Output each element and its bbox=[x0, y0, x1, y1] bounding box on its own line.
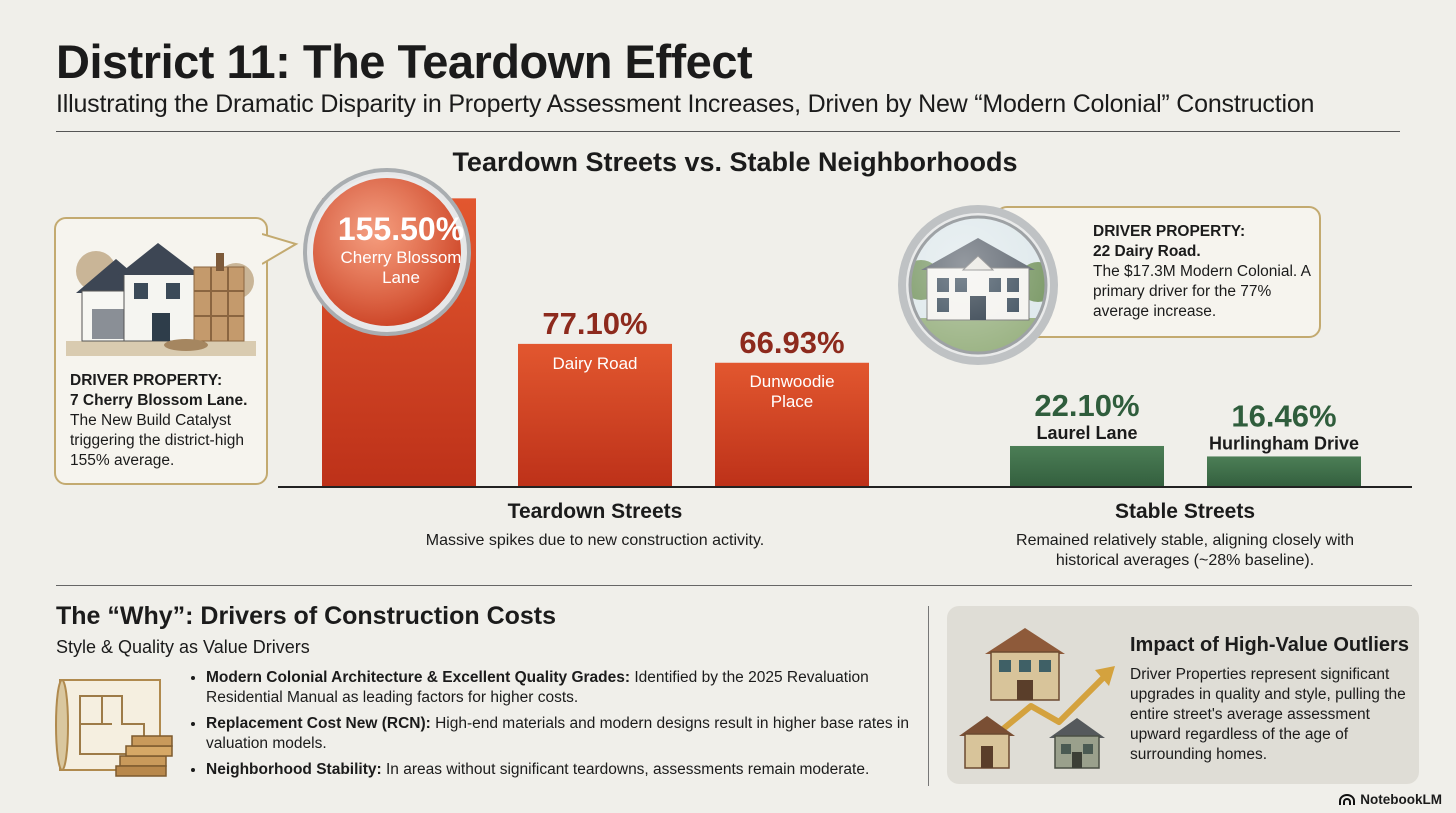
callout-pointer-left bbox=[262, 233, 299, 265]
houses-trend-icon bbox=[959, 628, 1115, 769]
magnifier-lens-glare bbox=[310, 175, 464, 329]
magnifier-lens-right bbox=[898, 205, 1058, 365]
group-desc-teardown: Massive spikes due to new construction a… bbox=[425, 532, 765, 549]
group-title-stable: Stable Streets bbox=[1114, 500, 1256, 523]
bar bbox=[1207, 456, 1361, 487]
chart-title: Teardown Streets vs. Stable Neighborhood… bbox=[452, 147, 1018, 177]
category-label: Place bbox=[771, 392, 814, 411]
category-label: Dunwoodie bbox=[749, 372, 834, 391]
notebooklm-logo-icon bbox=[1339, 793, 1356, 805]
value-label: 155.50% bbox=[338, 211, 464, 247]
house-under-construction-icon bbox=[66, 243, 256, 356]
value-label: 66.93% bbox=[739, 325, 844, 360]
bullet-item: Neighborhood Stability: In areas without… bbox=[206, 760, 926, 780]
bar bbox=[715, 362, 869, 487]
section-divider bbox=[56, 585, 1412, 586]
driver-address-left: 7 Cherry Blossom Lane. bbox=[70, 392, 248, 409]
notebooklm-brand: NotebookLM bbox=[1339, 792, 1442, 807]
impact-title: Impact of High-Value Outliers bbox=[1130, 634, 1409, 656]
page-subtitle: Illustrating the Dramatic Disparity in P… bbox=[56, 90, 1315, 118]
brand-label: NotebookLM bbox=[1360, 792, 1442, 807]
driver-address-right: 22 Dairy Road. bbox=[1093, 243, 1201, 260]
header-divider bbox=[56, 131, 1400, 132]
driver-callout-right: DRIVER PROPERTY: 22 Dairy Road. The $17.… bbox=[995, 206, 1321, 338]
why-bullet-list: Modern Colonial Architecture & Excellent… bbox=[186, 668, 926, 786]
blueprint-lumber-icon bbox=[55, 679, 173, 777]
driver-heading-left: DRIVER PROPERTY: bbox=[70, 372, 223, 389]
category-label: Cherry Blossom bbox=[341, 248, 462, 267]
bullet-item: Modern Colonial Architecture & Excellent… bbox=[206, 668, 926, 708]
why-section-subtitle: Style & Quality as Value Drivers bbox=[56, 637, 310, 657]
driver-text-right: The $17.3M Modern Colonial. A primary dr… bbox=[1093, 263, 1311, 320]
bar bbox=[518, 343, 672, 487]
driver-callout-left: DRIVER PROPERTY: 7 Cherry Blossom Lane. … bbox=[54, 217, 268, 485]
group-desc-stable: Remained relatively stable, aligning clo… bbox=[1016, 532, 1354, 569]
category-label: Lane bbox=[382, 268, 420, 287]
category-label: Hurlingham Drive bbox=[1209, 433, 1359, 453]
impact-text: Driver Properties represent significant … bbox=[1130, 666, 1406, 763]
value-label: 77.10% bbox=[542, 306, 647, 341]
bullet-item: Replacement Cost New (RCN): High-end mat… bbox=[206, 714, 926, 754]
bottom-vertical-divider bbox=[928, 606, 929, 786]
group-title-teardown: Teardown Streets bbox=[507, 500, 683, 523]
category-label: Dairy Road bbox=[552, 354, 637, 373]
bar bbox=[1010, 445, 1164, 487]
page-title: District 11: The Teardown Effect bbox=[56, 35, 753, 88]
value-label: 16.46% bbox=[1231, 398, 1336, 433]
driver-text-left: The New Build Catalyst triggering the di… bbox=[70, 412, 245, 469]
value-label: 22.10% bbox=[1034, 388, 1139, 423]
category-label: Laurel Lane bbox=[1036, 423, 1137, 443]
why-section-title: The “Why”: Drivers of Construction Costs bbox=[56, 602, 557, 630]
driver-heading-right: DRIVER PROPERTY: bbox=[1093, 223, 1246, 240]
